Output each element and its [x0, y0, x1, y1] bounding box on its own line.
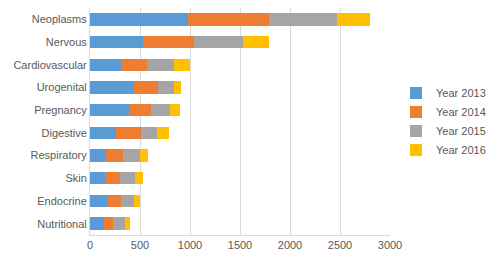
- svg-text:Pregnancy: Pregnancy: [34, 104, 87, 116]
- svg-text:Nervous: Nervous: [46, 36, 87, 48]
- svg-text:Year 2016: Year 2016: [436, 144, 486, 156]
- svg-text:500: 500: [131, 239, 149, 251]
- svg-text:Cardiovascular: Cardiovascular: [13, 59, 87, 71]
- svg-text:Skin: Skin: [65, 172, 86, 184]
- svg-text:Year 2014: Year 2014: [436, 106, 486, 118]
- svg-text:3000: 3000: [378, 239, 402, 251]
- svg-text:1000: 1000: [178, 239, 202, 251]
- svg-text:Year 2013: Year 2013: [436, 87, 486, 99]
- svg-text:Urogenital: Urogenital: [37, 81, 87, 93]
- svg-text:Neoplasms: Neoplasms: [32, 13, 88, 25]
- svg-text:0: 0: [87, 239, 93, 251]
- svg-text:2000: 2000: [278, 239, 302, 251]
- svg-text:Endocrine: Endocrine: [37, 195, 87, 207]
- svg-text:Digestive: Digestive: [42, 127, 87, 139]
- svg-text:2500: 2500: [328, 239, 352, 251]
- svg-text:1500: 1500: [228, 239, 252, 251]
- svg-text:Nutritional: Nutritional: [37, 218, 87, 230]
- svg-text:Respiratory: Respiratory: [31, 149, 88, 161]
- svg-text:Year 2015: Year 2015: [436, 125, 486, 137]
